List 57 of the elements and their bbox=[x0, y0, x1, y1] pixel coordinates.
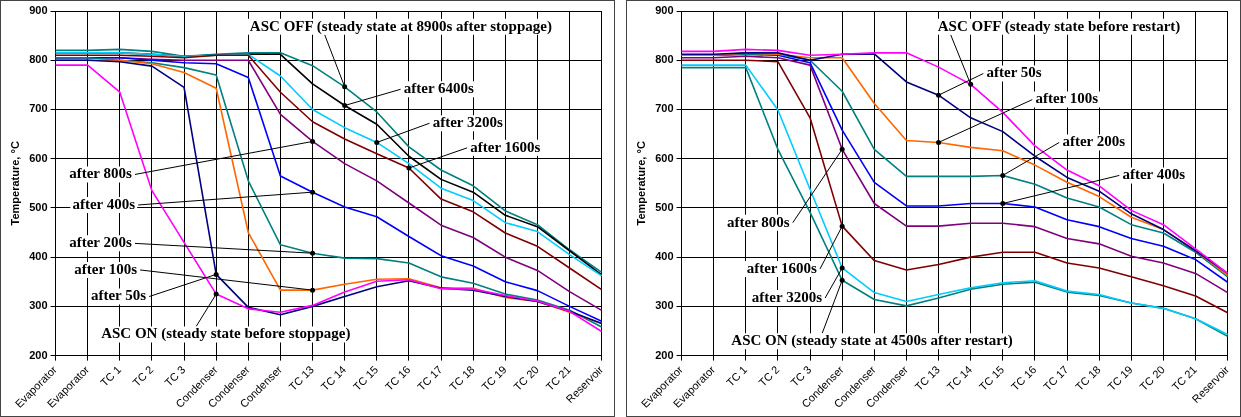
x-tick-label: TC 13 bbox=[912, 363, 943, 394]
x-tick-label: TC 13 bbox=[286, 363, 317, 394]
x-tick-label: TC 14 bbox=[944, 363, 975, 394]
annotation: after 200s bbox=[1062, 133, 1126, 150]
y-tick-label: 400 bbox=[29, 250, 48, 263]
y-tick-label: 800 bbox=[655, 53, 674, 66]
x-tick-label: TC 16 bbox=[382, 363, 413, 394]
y-tick-label: 500 bbox=[29, 200, 48, 213]
annotation: after 50s bbox=[90, 287, 147, 304]
y-tick-label: 200 bbox=[29, 348, 48, 361]
annotation: after 200s bbox=[69, 234, 132, 251]
y-tick-label: 300 bbox=[655, 299, 674, 312]
y-tick-label: 600 bbox=[655, 151, 674, 164]
x-tick-label: TC 2 bbox=[130, 363, 156, 389]
y-axis-title: Temperature, °C bbox=[8, 141, 21, 226]
annotation: after 800s bbox=[69, 165, 132, 182]
y-axis-title: Temperature, °C bbox=[634, 141, 647, 226]
annotation: after 400s bbox=[1122, 166, 1186, 183]
y-tick-label: 700 bbox=[655, 102, 674, 115]
annotation: after 100s bbox=[74, 260, 138, 277]
x-tick-label: TC 18 bbox=[447, 363, 477, 394]
y-tick-label: 800 bbox=[29, 53, 48, 66]
x-tick-label: TC 1 bbox=[98, 363, 124, 389]
annotation: ASC OFF (steady state at 8900s after stoppage) bbox=[249, 17, 552, 35]
annotation: after 400s bbox=[72, 195, 136, 212]
y-tick-label: 600 bbox=[29, 151, 48, 164]
x-tick-label: TC 18 bbox=[1073, 363, 1103, 394]
x-tick-label: TC 17 bbox=[1040, 363, 1071, 394]
annotation: after 1600s bbox=[746, 259, 817, 276]
x-tick-label: TC 1 bbox=[724, 363, 750, 389]
annotation: after 50s bbox=[986, 64, 1042, 81]
y-tick-label: 200 bbox=[655, 348, 674, 361]
y-tick-label: 900 bbox=[655, 4, 674, 17]
annotation: after 6400s bbox=[403, 80, 475, 97]
x-tick-label: TC 20 bbox=[511, 363, 541, 394]
annotation: after 1600s bbox=[470, 138, 541, 155]
y-tick-label: 700 bbox=[29, 102, 48, 115]
annotation: ASC OFF (steady state before restart) bbox=[937, 17, 1181, 35]
y-tick-label: 900 bbox=[29, 4, 48, 17]
annotation: after 3200s bbox=[751, 288, 823, 305]
x-tick-label: TC 14 bbox=[318, 363, 349, 394]
annotation: after 100s bbox=[1035, 90, 1099, 107]
x-tick-label: TC 16 bbox=[1008, 363, 1039, 394]
y-tick-label: 300 bbox=[29, 299, 48, 312]
x-tick-label: TC 19 bbox=[1105, 363, 1135, 394]
x-tick-label: TC 20 bbox=[1137, 363, 1167, 394]
y-tick-label: 500 bbox=[655, 200, 674, 213]
annotation: after 800s bbox=[727, 213, 790, 230]
x-tick-label: TC 15 bbox=[976, 363, 1007, 394]
x-tick-label: TC 19 bbox=[479, 363, 509, 394]
annotation: ASC ON (steady state before stoppage) bbox=[101, 325, 351, 343]
annotation: after 3200s bbox=[432, 114, 503, 131]
y-tick-label: 400 bbox=[655, 250, 674, 263]
x-tick-label: TC 17 bbox=[414, 363, 445, 394]
x-tick-label: TC 2 bbox=[756, 363, 782, 389]
annotation: ASC ON (steady state at 4500s after restart) bbox=[731, 332, 1013, 350]
x-tick-label: TC 15 bbox=[350, 363, 381, 394]
